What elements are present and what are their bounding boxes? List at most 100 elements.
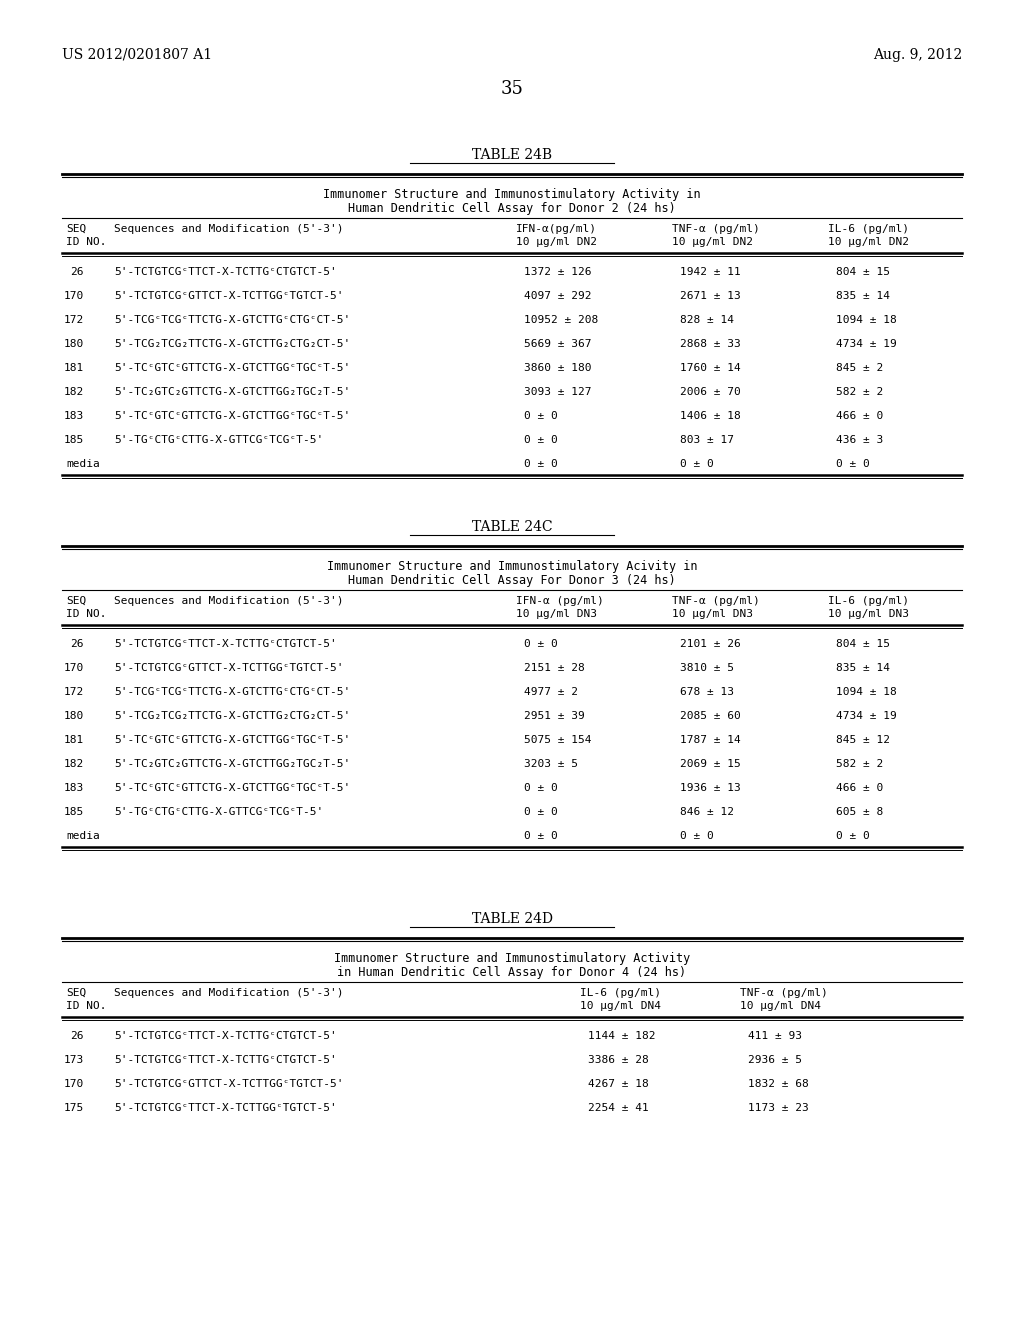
Text: 1936 ± 13: 1936 ± 13 xyxy=(680,783,740,793)
Text: IL-6 (pg/ml): IL-6 (pg/ml) xyxy=(828,224,909,234)
Text: 835 ± 14: 835 ± 14 xyxy=(836,290,890,301)
Text: 5'-TCTGTCGᶜTTCT-X-TCTTGᶜCTGTCT-5': 5'-TCTGTCGᶜTTCT-X-TCTTGᶜCTGTCT-5' xyxy=(114,1031,337,1041)
Text: 2868 ± 33: 2868 ± 33 xyxy=(680,339,740,348)
Text: 835 ± 14: 835 ± 14 xyxy=(836,663,890,673)
Text: 846 ± 12: 846 ± 12 xyxy=(680,807,734,817)
Text: 10 μg/ml DN4: 10 μg/ml DN4 xyxy=(580,1001,662,1011)
Text: 678 ± 13: 678 ± 13 xyxy=(680,686,734,697)
Text: 26: 26 xyxy=(71,267,84,277)
Text: TABLE 24C: TABLE 24C xyxy=(472,520,552,535)
Text: 582 ± 2: 582 ± 2 xyxy=(836,759,884,770)
Text: 5'-TCTGTCGᶜTTCT-X-TCTTGᶜCTGTCT-5': 5'-TCTGTCGᶜTTCT-X-TCTTGᶜCTGTCT-5' xyxy=(114,639,337,649)
Text: 2069 ± 15: 2069 ± 15 xyxy=(680,759,740,770)
Text: 5'-TCTGTCGᶜGTTCT-X-TCTTGGᶜTGTCT-5': 5'-TCTGTCGᶜGTTCT-X-TCTTGGᶜTGTCT-5' xyxy=(114,663,343,673)
Text: 5669 ± 367: 5669 ± 367 xyxy=(524,339,592,348)
Text: 582 ± 2: 582 ± 2 xyxy=(836,387,884,397)
Text: SEQ: SEQ xyxy=(66,987,86,998)
Text: 185: 185 xyxy=(63,436,84,445)
Text: 411 ± 93: 411 ± 93 xyxy=(748,1031,802,1041)
Text: 845 ± 2: 845 ± 2 xyxy=(836,363,884,374)
Text: 5'-TCTGTCGᶜTTCT-X-TCTTGᶜCTGTCT-5': 5'-TCTGTCGᶜTTCT-X-TCTTGᶜCTGTCT-5' xyxy=(114,267,337,277)
Text: 3203 ± 5: 3203 ± 5 xyxy=(524,759,578,770)
Text: 5'-TCG₂TCG₂TTCTG-X-GTCTTG₂CTG₂CT-5': 5'-TCG₂TCG₂TTCTG-X-GTCTTG₂CTG₂CT-5' xyxy=(114,711,350,721)
Text: 10 μg/ml DN3: 10 μg/ml DN3 xyxy=(828,609,909,619)
Text: 185: 185 xyxy=(63,807,84,817)
Text: 5075 ± 154: 5075 ± 154 xyxy=(524,735,592,744)
Text: 182: 182 xyxy=(63,387,84,397)
Text: TNF-α (pg/ml): TNF-α (pg/ml) xyxy=(672,597,760,606)
Text: 10 μg/ml DN3: 10 μg/ml DN3 xyxy=(672,609,753,619)
Text: 172: 172 xyxy=(63,686,84,697)
Text: 181: 181 xyxy=(63,735,84,744)
Text: 0 ± 0: 0 ± 0 xyxy=(524,807,558,817)
Text: 10 μg/ml DN2: 10 μg/ml DN2 xyxy=(828,238,909,247)
Text: 183: 183 xyxy=(63,411,84,421)
Text: 3860 ± 180: 3860 ± 180 xyxy=(524,363,592,374)
Text: 10 μg/ml DN3: 10 μg/ml DN3 xyxy=(516,609,597,619)
Text: 0 ± 0: 0 ± 0 xyxy=(524,411,558,421)
Text: 181: 181 xyxy=(63,363,84,374)
Text: 2936 ± 5: 2936 ± 5 xyxy=(748,1055,802,1065)
Text: 4734 ± 19: 4734 ± 19 xyxy=(836,339,897,348)
Text: 803 ± 17: 803 ± 17 xyxy=(680,436,734,445)
Text: 3386 ± 28: 3386 ± 28 xyxy=(588,1055,649,1065)
Text: 5'-TGᶜCTGᶜCTTG-X-GTTCGᶜTCGᶜT-5': 5'-TGᶜCTGᶜCTTG-X-GTTCGᶜTCGᶜT-5' xyxy=(114,807,324,817)
Text: 1760 ± 14: 1760 ± 14 xyxy=(680,363,740,374)
Text: 180: 180 xyxy=(63,711,84,721)
Text: 3093 ± 127: 3093 ± 127 xyxy=(524,387,592,397)
Text: 605 ± 8: 605 ± 8 xyxy=(836,807,884,817)
Text: 5'-TCTGTCGᶜGTTCT-X-TCTTGGᶜTGTCT-5': 5'-TCTGTCGᶜGTTCT-X-TCTTGGᶜTGTCT-5' xyxy=(114,1078,343,1089)
Text: 2951 ± 39: 2951 ± 39 xyxy=(524,711,585,721)
Text: 1942 ± 11: 1942 ± 11 xyxy=(680,267,740,277)
Text: 4097 ± 292: 4097 ± 292 xyxy=(524,290,592,301)
Text: 10 μg/ml DN2: 10 μg/ml DN2 xyxy=(672,238,753,247)
Text: media: media xyxy=(66,459,99,469)
Text: 5'-TCᶜGTCᶜGTTCTG-X-GTCTTGGᶜTGCᶜT-5': 5'-TCᶜGTCᶜGTTCTG-X-GTCTTGGᶜTGCᶜT-5' xyxy=(114,411,350,421)
Text: TABLE 24D: TABLE 24D xyxy=(471,912,553,927)
Text: TNF-α (pg/ml): TNF-α (pg/ml) xyxy=(672,224,760,234)
Text: 5'-TCTGTCGᶜTTCT-X-TCTTGGᶜTGTCT-5': 5'-TCTGTCGᶜTTCT-X-TCTTGGᶜTGTCT-5' xyxy=(114,1104,337,1113)
Text: 10 μg/ml DN4: 10 μg/ml DN4 xyxy=(740,1001,821,1011)
Text: 1832 ± 68: 1832 ± 68 xyxy=(748,1078,809,1089)
Text: 172: 172 xyxy=(63,315,84,325)
Text: 5'-TC₂GTC₂GTTCTG-X-GTCTTGG₂TGC₂T-5': 5'-TC₂GTC₂GTTCTG-X-GTCTTGG₂TGC₂T-5' xyxy=(114,387,350,397)
Text: Sequences and Modification (5'-3'): Sequences and Modification (5'-3') xyxy=(114,224,343,234)
Text: 0 ± 0: 0 ± 0 xyxy=(524,783,558,793)
Text: 5'-TC₂GTC₂GTTCTG-X-GTCTTGG₂TGC₂T-5': 5'-TC₂GTC₂GTTCTG-X-GTCTTGG₂TGC₂T-5' xyxy=(114,759,350,770)
Text: 436 ± 3: 436 ± 3 xyxy=(836,436,884,445)
Text: 170: 170 xyxy=(63,290,84,301)
Text: IFN-α(pg/ml): IFN-α(pg/ml) xyxy=(516,224,597,234)
Text: 4734 ± 19: 4734 ± 19 xyxy=(836,711,897,721)
Text: 26: 26 xyxy=(71,639,84,649)
Text: 2101 ± 26: 2101 ± 26 xyxy=(680,639,740,649)
Text: Immunomer Structure and Immunostimulatory Activity: Immunomer Structure and Immunostimulator… xyxy=(334,952,690,965)
Text: 5'-TGᶜCTGᶜCTTG-X-GTTCGᶜTCGᶜT-5': 5'-TGᶜCTGᶜCTTG-X-GTTCGᶜTCGᶜT-5' xyxy=(114,436,324,445)
Text: 35: 35 xyxy=(501,81,523,98)
Text: TNF-α (pg/ml): TNF-α (pg/ml) xyxy=(740,987,827,998)
Text: 10952 ± 208: 10952 ± 208 xyxy=(524,315,598,325)
Text: SEQ: SEQ xyxy=(66,597,86,606)
Text: 804 ± 15: 804 ± 15 xyxy=(836,639,890,649)
Text: 0 ± 0: 0 ± 0 xyxy=(836,832,869,841)
Text: 466 ± 0: 466 ± 0 xyxy=(836,411,884,421)
Text: 3810 ± 5: 3810 ± 5 xyxy=(680,663,734,673)
Text: 5'-TCᶜGTCᶜGTTCTG-X-GTCTTGGᶜTGCᶜT-5': 5'-TCᶜGTCᶜGTTCTG-X-GTCTTGGᶜTGCᶜT-5' xyxy=(114,363,350,374)
Text: 1094 ± 18: 1094 ± 18 xyxy=(836,686,897,697)
Text: Sequences and Modification (5'-3'): Sequences and Modification (5'-3') xyxy=(114,597,343,606)
Text: 26: 26 xyxy=(71,1031,84,1041)
Text: ID NO.: ID NO. xyxy=(66,609,106,619)
Text: Human Dendritic Cell Assay For Donor 3 (24 hs): Human Dendritic Cell Assay For Donor 3 (… xyxy=(348,574,676,587)
Text: 2254 ± 41: 2254 ± 41 xyxy=(588,1104,649,1113)
Text: ID NO.: ID NO. xyxy=(66,1001,106,1011)
Text: 180: 180 xyxy=(63,339,84,348)
Text: 1372 ± 126: 1372 ± 126 xyxy=(524,267,592,277)
Text: 5'-TCGᶜTCGᶜTTCTG-X-GTCTTGᶜCTGᶜCT-5': 5'-TCGᶜTCGᶜTTCTG-X-GTCTTGᶜCTGᶜCT-5' xyxy=(114,315,350,325)
Text: 0 ± 0: 0 ± 0 xyxy=(836,459,869,469)
Text: 1173 ± 23: 1173 ± 23 xyxy=(748,1104,809,1113)
Text: 2671 ± 13: 2671 ± 13 xyxy=(680,290,740,301)
Text: 0 ± 0: 0 ± 0 xyxy=(524,459,558,469)
Text: 0 ± 0: 0 ± 0 xyxy=(524,436,558,445)
Text: media: media xyxy=(66,832,99,841)
Text: 5'-TCᶜGTCᶜGTTCTG-X-GTCTTGGᶜTGCᶜT-5': 5'-TCᶜGTCᶜGTTCTG-X-GTCTTGGᶜTGCᶜT-5' xyxy=(114,735,350,744)
Text: 4267 ± 18: 4267 ± 18 xyxy=(588,1078,649,1089)
